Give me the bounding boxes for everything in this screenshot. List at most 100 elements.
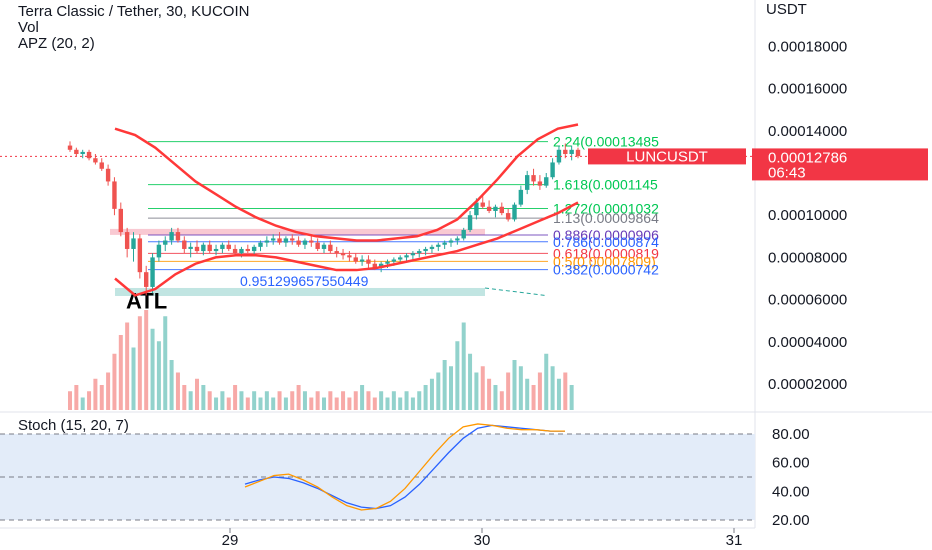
volume-bar	[480, 366, 485, 410]
volume-bar	[544, 353, 549, 410]
volume-bar	[182, 385, 187, 410]
volume-bar	[112, 353, 117, 410]
candle-body	[448, 240, 454, 243]
price-badge-countdown: 06:43	[768, 164, 806, 181]
candle-body	[80, 151, 85, 155]
volume-bar	[417, 391, 422, 410]
candle-body	[175, 232, 181, 241]
candle-body	[474, 202, 479, 216]
volume-bar	[328, 391, 333, 410]
volume-bar	[220, 391, 225, 410]
volume-bar	[283, 397, 288, 410]
candle-body	[347, 255, 352, 258]
candle-body	[423, 248, 428, 252]
candle-body	[74, 149, 79, 155]
candle-body	[156, 244, 162, 258]
volume-bar	[360, 385, 365, 410]
apz-lower-band	[114, 201, 579, 297]
price-badge-value: 0.00012786	[768, 149, 847, 166]
volume-bar	[518, 366, 523, 410]
volume-bar	[512, 360, 517, 410]
volume-bar	[74, 385, 79, 410]
chart-title: Terra Classic / Tether, 30, KUCOIN	[18, 3, 250, 20]
stoch-tick-label: 40.00	[772, 483, 810, 500]
fib-level-label: 1.618(0.0001145	[553, 177, 658, 193]
volume-bar	[404, 391, 409, 410]
volume-bars	[68, 310, 574, 410]
volume-bar	[525, 378, 530, 410]
volume-bar	[245, 397, 250, 410]
volume-bar	[455, 341, 460, 410]
candle-body	[328, 244, 333, 252]
candle-body	[271, 238, 276, 241]
candle-body	[226, 244, 231, 249]
fib-level-label: 1.272(0.0001032	[553, 200, 659, 216]
time-tick-label: 30	[474, 532, 491, 549]
candle-body	[137, 238, 143, 273]
volume-bar	[347, 397, 352, 410]
volume-bar	[487, 378, 492, 410]
volume-bar	[531, 385, 536, 410]
volume-bar	[449, 366, 453, 410]
candle-body	[372, 263, 377, 268]
volume-bar	[442, 360, 447, 410]
volume-bar	[468, 353, 473, 410]
price-tick-label: 0.00016000	[768, 81, 847, 98]
zone-value-label: 0.951299657550449	[240, 273, 369, 289]
volume-bar	[556, 378, 561, 410]
volume-bar	[93, 378, 98, 410]
volume-bar	[550, 366, 555, 410]
price-tick-label: 0.00004000	[768, 334, 847, 351]
time-tick-label: 29	[222, 532, 239, 549]
candle-body	[417, 251, 422, 254]
fib-level-label: 0.382(0.0000742	[553, 262, 659, 278]
candle-body	[486, 206, 492, 211]
volume-bar	[207, 391, 212, 410]
candle-body	[93, 158, 98, 163]
stoch-tick-label: 20.00	[772, 512, 810, 529]
candle-body	[309, 240, 314, 243]
volume-bar	[106, 372, 111, 410]
volume-bar	[537, 372, 542, 410]
fib-level-label: 0.618(0.0000819	[553, 245, 659, 261]
volume-bar	[214, 397, 219, 410]
volume-bar	[99, 385, 104, 410]
candle-body	[163, 240, 168, 245]
candle-body	[150, 257, 155, 287]
candle-body	[169, 232, 174, 241]
candle-body	[302, 240, 308, 245]
candle-body	[544, 177, 549, 186]
volume-bar	[163, 316, 168, 410]
fib-levels: 2.24(0.00013485 1.618(0.0001145 1.272(0.00…	[148, 134, 659, 278]
volume-bar	[233, 385, 238, 410]
candle-body	[290, 238, 295, 241]
volume-bar	[264, 391, 269, 410]
volume-bar	[252, 391, 257, 410]
candle-body	[499, 206, 504, 214]
stoch-indicator-label: Stoch (15, 20, 7)	[18, 417, 129, 434]
volume-bar	[156, 341, 161, 410]
candle-body	[67, 145, 73, 150]
stoch-tick-label: 60.00	[772, 455, 810, 472]
volume-bar	[474, 372, 479, 410]
candle-body	[455, 238, 460, 241]
volume-bar	[80, 397, 85, 410]
fib-level-label: 0.5(0.00007809)	[553, 253, 656, 269]
volume-bar	[366, 391, 371, 410]
candle-body	[315, 242, 320, 249]
candlesticks	[67, 141, 581, 296]
fib-level-label: 1.13(0.00009864	[553, 210, 659, 226]
candle-body	[480, 202, 485, 207]
candle-body	[131, 238, 136, 249]
volume-bar	[277, 391, 282, 410]
volume-bar	[258, 397, 263, 410]
candle-body	[429, 246, 435, 249]
volume-bar	[391, 391, 396, 410]
volume-bar	[125, 322, 130, 410]
volume-bar	[563, 372, 568, 410]
price-badge-bg	[752, 148, 928, 181]
volume-bar	[144, 310, 149, 410]
candle-body	[118, 208, 123, 233]
vol-indicator-label: Vol	[18, 19, 39, 36]
